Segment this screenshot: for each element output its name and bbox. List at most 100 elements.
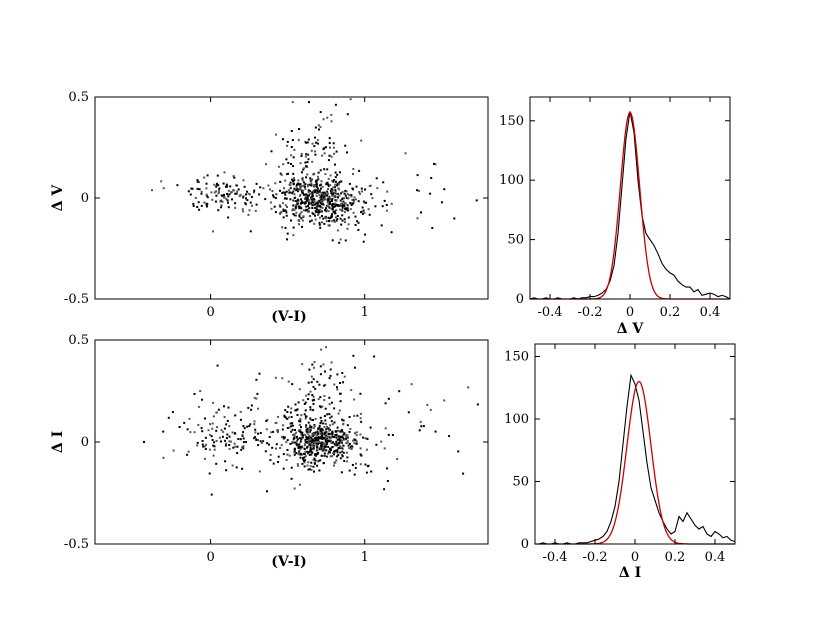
data-point bbox=[362, 209, 365, 212]
data-point bbox=[292, 434, 294, 437]
data-point bbox=[305, 199, 308, 202]
data-point bbox=[387, 397, 390, 400]
data-point bbox=[315, 180, 318, 182]
data-point bbox=[310, 468, 313, 471]
data-point bbox=[324, 407, 327, 410]
data-point bbox=[307, 461, 310, 464]
data-point bbox=[320, 431, 323, 434]
data-point bbox=[187, 450, 190, 453]
data-point bbox=[316, 189, 319, 192]
data-point bbox=[275, 447, 277, 450]
data-point bbox=[303, 456, 306, 459]
data-point bbox=[307, 203, 310, 205]
data-point bbox=[269, 459, 272, 462]
data-point bbox=[292, 165, 295, 168]
data-point bbox=[277, 455, 280, 458]
data-point bbox=[318, 210, 321, 213]
data-point bbox=[330, 415, 333, 418]
data-point bbox=[340, 223, 343, 226]
data-point bbox=[217, 408, 220, 411]
data-point bbox=[304, 155, 307, 158]
x-tick-label: 1 bbox=[361, 550, 369, 565]
data-point bbox=[198, 208, 201, 211]
data-point bbox=[320, 429, 323, 432]
data-point bbox=[330, 199, 333, 202]
data-point bbox=[315, 442, 318, 445]
data-point bbox=[311, 200, 314, 203]
data-point bbox=[178, 426, 181, 428]
data-point bbox=[357, 228, 360, 231]
data-point bbox=[434, 163, 437, 166]
data-point bbox=[311, 438, 314, 441]
data-point bbox=[327, 185, 330, 188]
data-point bbox=[312, 448, 315, 451]
data-point bbox=[301, 179, 304, 182]
data-point bbox=[287, 161, 290, 164]
data-point bbox=[305, 415, 308, 418]
data-point bbox=[225, 183, 228, 186]
data-point bbox=[275, 133, 277, 136]
data-point bbox=[242, 441, 245, 444]
data-point bbox=[309, 424, 312, 427]
data-point bbox=[291, 424, 294, 427]
data-point bbox=[306, 427, 309, 430]
data-point bbox=[288, 426, 291, 429]
data-point bbox=[197, 423, 200, 426]
data-point bbox=[295, 409, 298, 412]
data-point bbox=[321, 203, 323, 206]
data-point bbox=[346, 193, 349, 196]
data-point bbox=[291, 192, 294, 195]
data-point bbox=[320, 437, 323, 439]
data-point bbox=[306, 464, 309, 467]
data-point bbox=[200, 192, 203, 195]
data-point bbox=[258, 372, 261, 375]
data-point bbox=[324, 209, 326, 212]
data-point bbox=[304, 433, 307, 436]
y-tick-label: 100 bbox=[504, 412, 529, 427]
histogram-panel-delta-v: -0.4 -0.2 0 0.2 0.4 0 50 100 150 Δ V bbox=[499, 96, 731, 337]
data-point bbox=[308, 194, 310, 197]
data-point bbox=[321, 154, 324, 157]
data-point bbox=[420, 211, 422, 214]
data-point bbox=[311, 394, 314, 396]
data-point bbox=[327, 188, 329, 190]
data-point bbox=[217, 184, 220, 187]
data-point bbox=[320, 406, 323, 409]
data-point bbox=[212, 415, 215, 418]
data-point bbox=[416, 217, 419, 220]
data-point bbox=[201, 443, 204, 446]
data-point bbox=[350, 195, 353, 198]
data-point bbox=[354, 215, 357, 218]
data-point bbox=[302, 215, 305, 218]
data-point bbox=[311, 363, 314, 366]
data-point bbox=[295, 431, 298, 434]
data-point bbox=[352, 202, 355, 205]
data-point bbox=[200, 190, 203, 193]
data-point bbox=[316, 434, 319, 437]
data-point bbox=[329, 455, 332, 458]
data-point bbox=[309, 465, 312, 468]
data-point bbox=[300, 426, 302, 429]
data-point bbox=[383, 488, 386, 491]
data-point bbox=[342, 200, 345, 203]
data-point bbox=[303, 465, 306, 468]
data-point bbox=[205, 443, 208, 446]
data-point bbox=[327, 445, 330, 448]
data-point bbox=[162, 430, 165, 433]
data-point bbox=[225, 442, 228, 445]
data-point bbox=[314, 441, 317, 444]
data-point bbox=[332, 146, 335, 149]
data-point bbox=[331, 220, 334, 223]
data-point bbox=[298, 388, 301, 391]
data-point bbox=[292, 441, 295, 444]
data-point bbox=[312, 465, 315, 468]
data-point bbox=[339, 400, 342, 403]
x-axis-label: (V-I) bbox=[271, 309, 306, 325]
data-point bbox=[340, 446, 343, 449]
data-point bbox=[205, 203, 208, 206]
data-point bbox=[323, 384, 326, 387]
data-point bbox=[298, 194, 301, 197]
data-point bbox=[332, 210, 335, 213]
data-point bbox=[291, 178, 293, 181]
data-point bbox=[279, 172, 282, 175]
